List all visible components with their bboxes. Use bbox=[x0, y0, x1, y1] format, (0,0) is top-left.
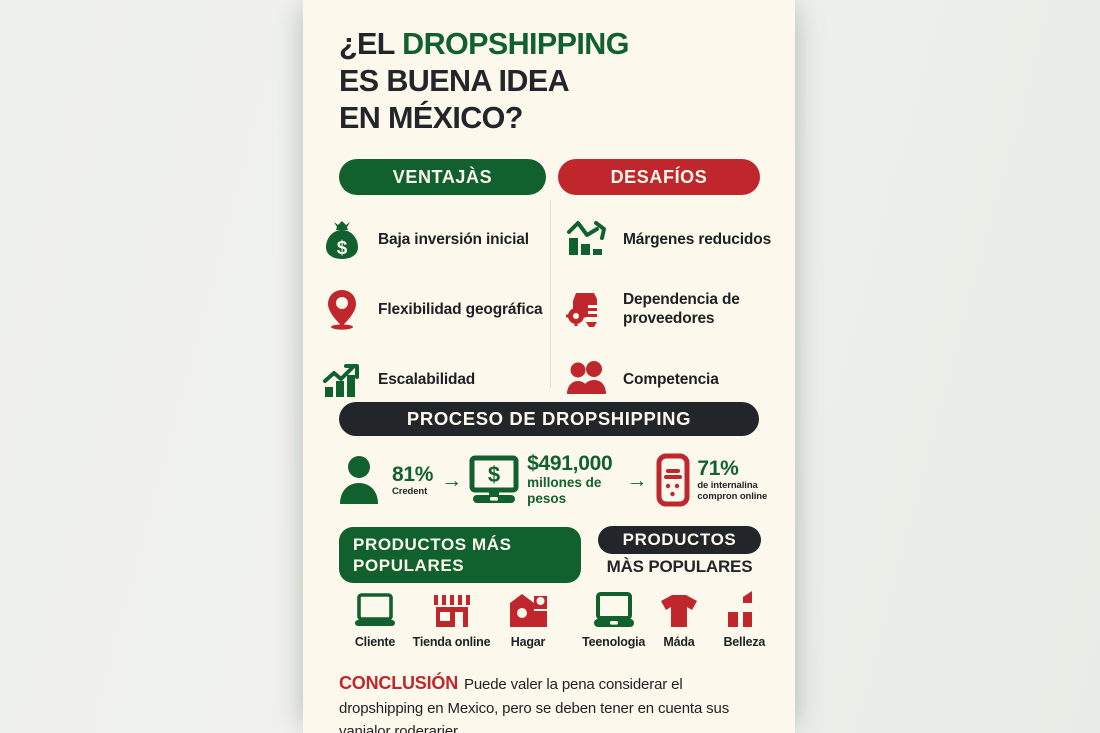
map-pin-icon bbox=[318, 285, 366, 333]
title-line2: ES BUENA IDEA bbox=[339, 64, 570, 98]
infographic-card: ¿EL DROPSHIPPING ES BUENA IDEA EN MÉXICO… bbox=[303, 0, 795, 733]
process-step-3[interactable]: 71% de internalina compron online bbox=[656, 453, 767, 507]
product-item[interactable]: Tienda online bbox=[412, 589, 491, 649]
process-step-3-caption-line1: de internalina bbox=[697, 480, 758, 491]
process-step-1[interactable]: 81% Credent bbox=[337, 454, 433, 506]
svg-text:$: $ bbox=[488, 462, 500, 487]
list-item[interactable]: Competencia bbox=[563, 344, 791, 414]
list-item-label: Competencia bbox=[623, 370, 719, 388]
tshirt-icon bbox=[656, 589, 702, 631]
advantages-column: $ Baja inversión inicial Flexibilidad ge… bbox=[318, 204, 546, 414]
badge-proceso-dropshipping[interactable]: PROCESO DE DROPSHIPPING bbox=[339, 402, 759, 436]
process-row: 81% Credent → $ $491,000 millones de pes… bbox=[303, 444, 795, 516]
process-step-1-caption: Credent bbox=[392, 485, 428, 497]
header: ¿EL DROPSHIPPING ES BUENA IDEA EN MÉXICO… bbox=[303, 18, 795, 150]
mobile-phone-icon bbox=[656, 453, 690, 507]
product-label: Tienda online bbox=[412, 635, 491, 649]
list-item[interactable]: Escalabilidad bbox=[318, 344, 546, 414]
list-item[interactable]: Flexibilidad geográfica bbox=[318, 274, 546, 344]
laptop-icon bbox=[352, 589, 398, 631]
conclusion-block: CONCLUSIÓN Puede valer la pena considerar… bbox=[339, 672, 767, 733]
product-item[interactable]: Belleza bbox=[712, 589, 777, 649]
badge-productos-mas-populares[interactable]: PRODUCTOS MÁS POPULARES bbox=[339, 527, 581, 583]
product-item[interactable]: Máda bbox=[646, 589, 711, 649]
list-item-label: Márgenes reducidos bbox=[623, 230, 772, 248]
product-label: Teenologia bbox=[582, 635, 646, 649]
svg-text:$: $ bbox=[337, 238, 348, 259]
storefront-icon bbox=[429, 589, 475, 631]
process-step-2[interactable]: $ $491,000 millones de pesos bbox=[468, 452, 613, 507]
list-item-label: Dependencia de proveedores bbox=[623, 291, 740, 327]
list-item[interactable]: $ Baja inversión inicial bbox=[318, 204, 546, 274]
badge-ventajas[interactable]: VENTAJÀS bbox=[339, 159, 546, 195]
list-item[interactable]: Márgenes reducidos bbox=[563, 204, 791, 274]
label-mas-populares: MÀS POPULARES bbox=[606, 557, 753, 576]
process-step-2-caption-line2: pesos bbox=[527, 491, 567, 506]
lipstick-icon bbox=[724, 589, 764, 631]
products-left-group: Cliente Tienda online bbox=[339, 589, 564, 649]
badge-desafios[interactable]: DESAFÍOS bbox=[558, 159, 760, 195]
product-item[interactable]: Teenologia bbox=[581, 589, 646, 649]
home-goods-icon bbox=[505, 589, 551, 631]
title-line1-highlight: DROPSHIPPING bbox=[402, 27, 629, 61]
product-label: Hagar bbox=[510, 635, 546, 649]
product-item[interactable]: Hagar bbox=[492, 589, 564, 649]
product-item[interactable]: Cliente bbox=[339, 589, 411, 649]
products-row: Cliente Tienda online bbox=[303, 589, 795, 661]
process-step-2-value: $491,000 bbox=[527, 452, 613, 475]
process-step-3-value: 71% bbox=[697, 457, 739, 480]
product-label: Belleza bbox=[723, 635, 766, 649]
products-right-group: Teenologia Máda Bellez bbox=[581, 589, 777, 649]
person-icon bbox=[337, 454, 385, 506]
growth-chart-icon bbox=[318, 355, 366, 403]
conclusion-title: CONCLUSIÓN bbox=[339, 673, 458, 693]
title-line1-prefix: ¿EL bbox=[339, 27, 403, 61]
process-arrow-2: → bbox=[626, 468, 648, 492]
laptop-icon bbox=[590, 589, 638, 631]
page-title: ¿EL DROPSHIPPING ES BUENA IDEA EN MÉXICO… bbox=[339, 26, 669, 137]
process-step-2-caption-line1: millones de bbox=[527, 475, 602, 490]
money-bag-icon: $ bbox=[318, 215, 366, 263]
list-item-label: Flexibilidad geográfica bbox=[378, 300, 543, 318]
desktop-monitor-dollar-icon: $ bbox=[468, 454, 520, 506]
two-people-icon bbox=[563, 355, 611, 403]
challenges-column: Márgenes reducidos bbox=[563, 204, 791, 414]
process-arrow-1: → bbox=[441, 468, 463, 492]
process-step-1-value: 81% bbox=[392, 462, 434, 486]
column-divider bbox=[550, 200, 551, 388]
product-label: Máda bbox=[663, 635, 695, 649]
list-item-label: Baja inversión inicial bbox=[378, 230, 529, 248]
comparison-lists: $ Baja inversión inicial Flexibilidad ge… bbox=[303, 200, 795, 397]
badge-productos-left-line1: PRODUCTOS MÁS bbox=[353, 535, 512, 554]
list-item-label: Escalabilidad bbox=[378, 370, 476, 388]
badge-productos[interactable]: PRODUCTOS bbox=[598, 526, 761, 554]
title-line3: EN MÉXICO? bbox=[339, 101, 523, 135]
conclusion-body: Puede valer la pena considerar el dropsh… bbox=[339, 676, 730, 733]
list-item[interactable]: Dependencia de proveedores bbox=[563, 274, 791, 344]
product-label: Cliente bbox=[354, 635, 396, 649]
badge-productos-left-line2: POPULARES bbox=[353, 556, 465, 575]
factory-gear-icon bbox=[563, 285, 611, 333]
process-step-3-caption-line2: compron online bbox=[697, 491, 768, 502]
declining-chart-icon bbox=[563, 215, 611, 263]
